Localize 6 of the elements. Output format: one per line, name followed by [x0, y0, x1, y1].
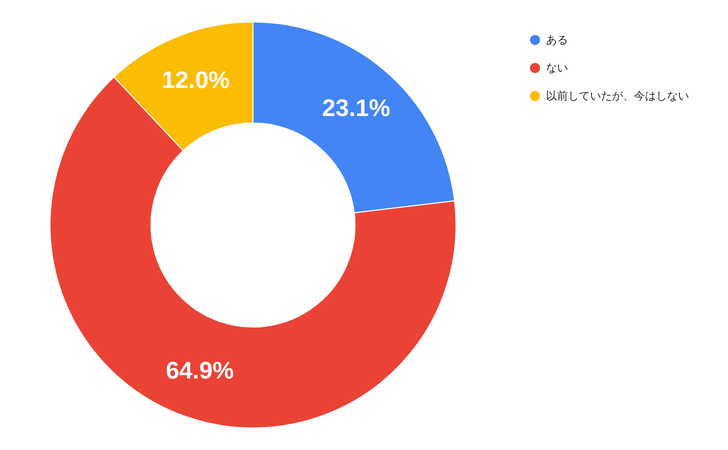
data-label: 12.0% [162, 66, 230, 94]
legend-label: 以前していたが、今はしない [546, 90, 689, 102]
data-label: 23.1% [322, 95, 390, 122]
legend-label: ある [546, 34, 568, 46]
data-label: 64.9% [166, 358, 234, 385]
legend-label: ない [546, 62, 568, 74]
